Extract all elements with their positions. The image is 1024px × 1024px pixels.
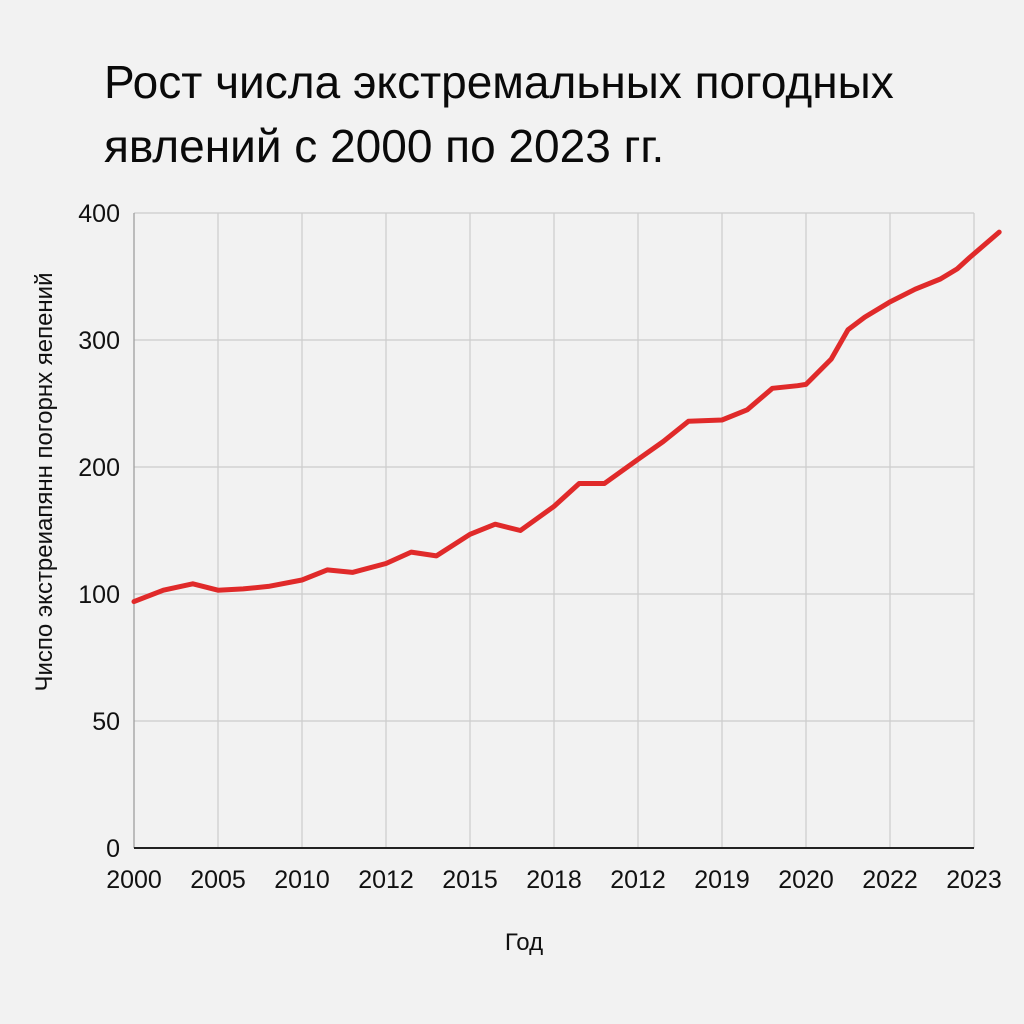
- x-tick-label: 2012: [358, 866, 414, 894]
- y-tick-label: 300: [78, 327, 120, 355]
- series-line: [131, 229, 1002, 605]
- x-tick-label: 2023: [946, 866, 1002, 894]
- x-tick-label: 2015: [442, 866, 498, 894]
- y-tick-label: 200: [78, 454, 120, 482]
- tick-label-layer: 0 50 100 200 300 400 2000 2005 2010 2012 2015 2018 2…: [78, 200, 1002, 894]
- axis-layer: [133, 213, 974, 849]
- x-tick-label: 2020: [778, 866, 834, 894]
- x-tick-label: 2005: [190, 866, 246, 894]
- y-tick-label: 100: [78, 581, 120, 609]
- x-axis-title: Год: [505, 929, 543, 956]
- x-tick-label: 2012: [610, 866, 666, 894]
- y-tick-label: 0: [106, 835, 120, 863]
- x-tick-label: 2022: [862, 866, 918, 894]
- x-tick-label: 2010: [274, 866, 330, 894]
- y-tick-label: 50: [92, 708, 120, 736]
- grid-layer: [134, 212, 975, 848]
- chart-title: Рост числа экстремальных погодных явлени…: [104, 56, 894, 172]
- x-tick-label: 2018: [526, 866, 582, 894]
- series-layer: [131, 229, 1002, 605]
- y-axis-title: Чиспо экстреиапянн погорнх яепений: [31, 273, 58, 692]
- x-tick-label: 2000: [106, 866, 162, 894]
- x-tick-label: 2019: [694, 866, 750, 894]
- y-tick-label: 400: [78, 200, 120, 228]
